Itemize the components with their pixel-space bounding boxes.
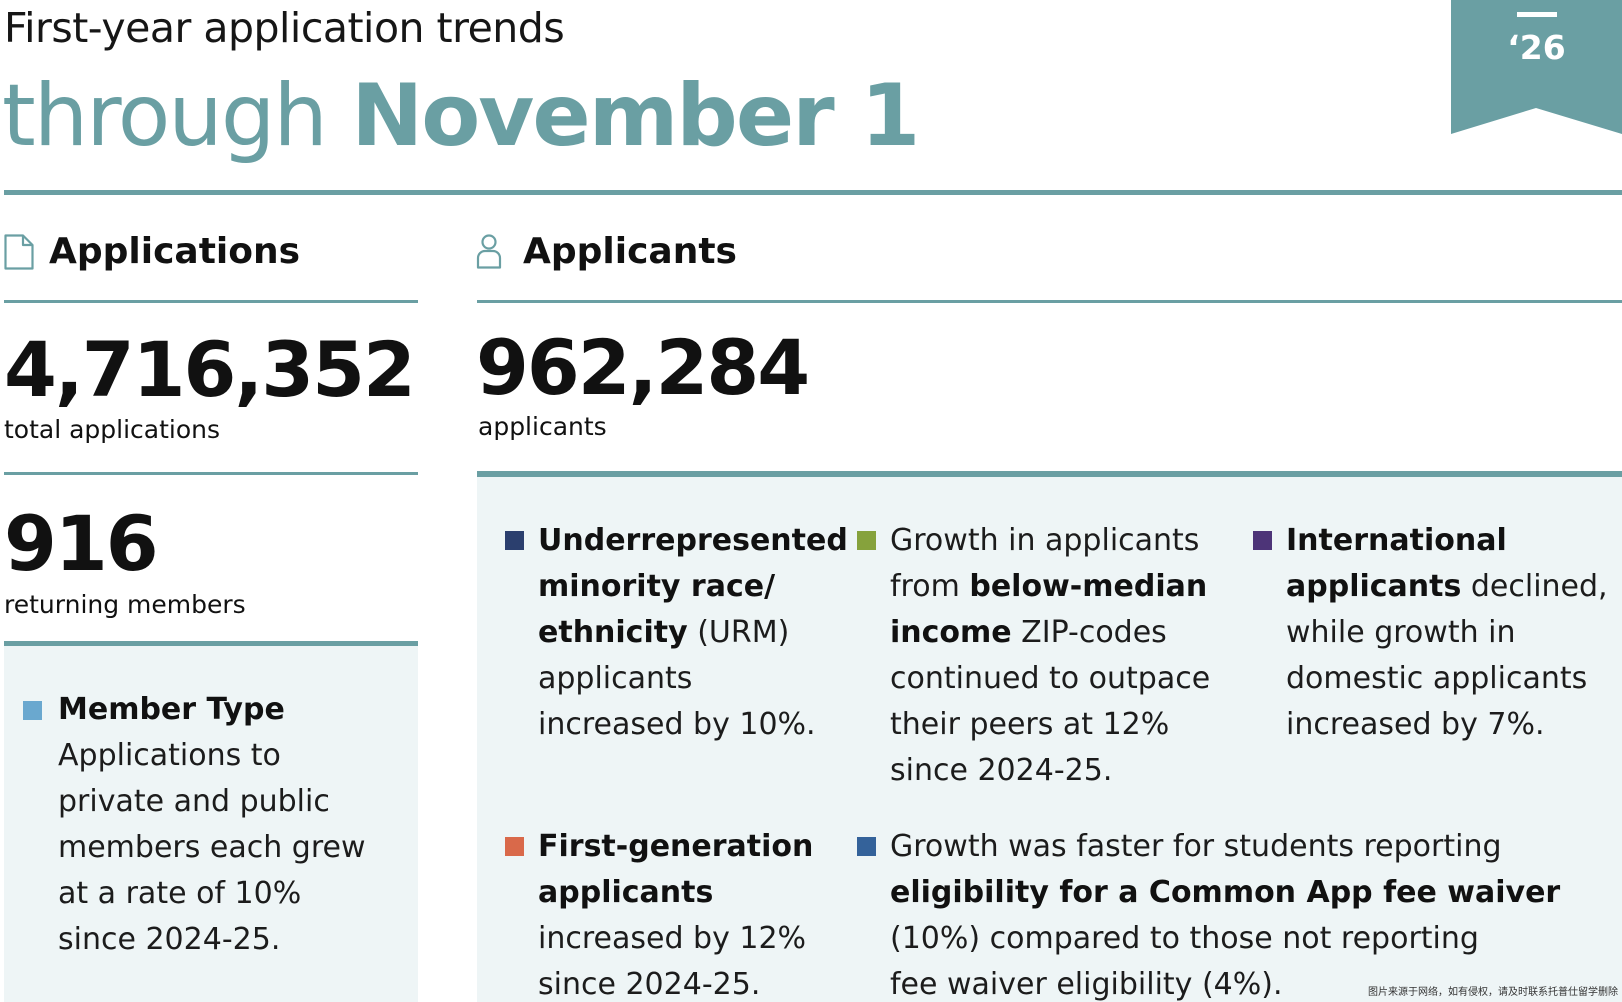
title-light-part: through xyxy=(2,66,352,166)
applications-divider-3 xyxy=(4,641,418,646)
feewaiver-fact: Growth was faster for students reporting… xyxy=(890,829,1561,1002)
year-ribbon-icon xyxy=(1451,0,1622,134)
applications-heading: Applications xyxy=(49,231,301,272)
applications-divider-2 xyxy=(4,472,418,475)
total-applications-value: 4,716,352 xyxy=(4,325,416,414)
applicants-divider xyxy=(477,300,1622,303)
year-badge: ‘26 xyxy=(1507,28,1566,67)
firstgen-fact: First-generation applicants increased by… xyxy=(538,829,814,1002)
applicants-facts-panel xyxy=(477,477,1622,1002)
page-title: through November 1 xyxy=(2,66,920,166)
member-type-line: private and public xyxy=(58,784,330,819)
applicants-divider-2 xyxy=(477,471,1622,477)
returning-members-value: 916 xyxy=(4,499,159,588)
member-type-title: Member Type xyxy=(58,692,285,727)
watermark: 图片来源于网络，如有侵权，请及时联系托普仕留学删除 xyxy=(1368,987,1618,998)
total-applications-label: total applications xyxy=(4,415,221,444)
international-fact: International applicants declined, while… xyxy=(1286,523,1608,742)
person-icon xyxy=(476,234,502,269)
member-type-line: Applications to xyxy=(58,738,281,773)
document-icon xyxy=(4,234,34,270)
applications-divider xyxy=(4,300,418,303)
member-type-line: since 2024-25. xyxy=(58,922,281,957)
total-applicants-label: applicants xyxy=(478,412,607,441)
urm-fact: Underrepresented minority race/ ethnicit… xyxy=(538,523,848,742)
income-fact: Growth in applicants from below-median i… xyxy=(890,523,1211,788)
member-type-marker xyxy=(23,701,42,720)
title-bold-part: November 1 xyxy=(351,66,920,166)
firstgen-marker xyxy=(505,837,524,856)
total-applicants-value: 962,284 xyxy=(476,323,810,412)
applicants-heading: Applicants xyxy=(523,231,737,272)
member-type-text: Member Type Applications to private and … xyxy=(58,687,413,963)
member-type-line: at a rate of 10% xyxy=(58,876,302,911)
member-type-line: members each grew xyxy=(58,830,366,865)
member-type-panel xyxy=(4,646,418,1002)
income-marker xyxy=(857,531,876,550)
returning-members-label: returning members xyxy=(4,590,246,619)
urm-marker xyxy=(505,531,524,550)
header-divider xyxy=(4,190,1622,195)
page-subtitle: First-year application trends xyxy=(4,4,565,52)
international-marker xyxy=(1253,531,1272,550)
feewaiver-marker xyxy=(857,837,876,856)
